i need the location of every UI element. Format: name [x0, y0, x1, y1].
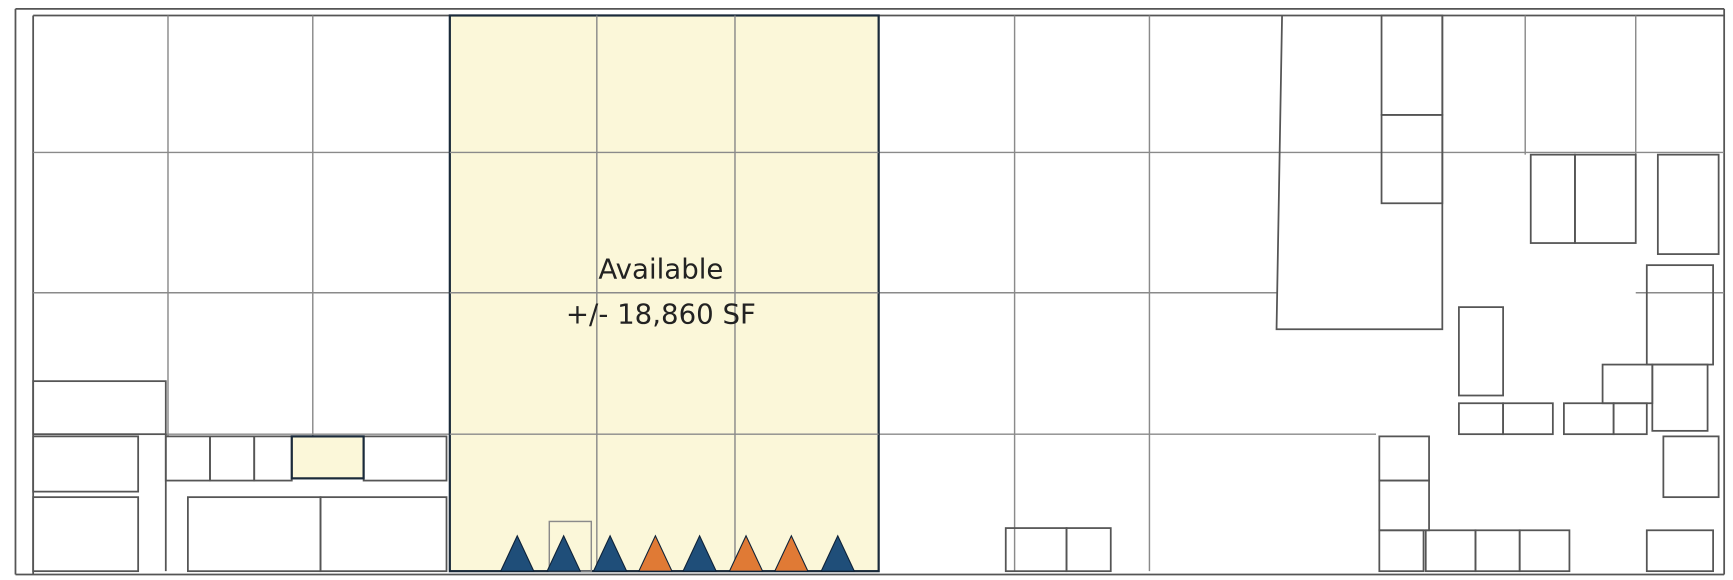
right-offices	[1004, 14, 1720, 573]
dock-door	[499, 534, 535, 572]
dock-door	[592, 534, 628, 572]
drive-in-door	[637, 534, 673, 572]
dock-door	[682, 534, 718, 572]
dock-door	[820, 534, 856, 572]
space-status: Available	[598, 252, 723, 285]
dock-doors	[499, 534, 856, 572]
small-highlight	[290, 435, 365, 480]
drive-in-door	[773, 534, 809, 572]
space-area: +/- 18,860 SF	[566, 298, 756, 331]
drive-in-door	[728, 534, 764, 572]
dock-door	[546, 534, 582, 572]
suite-grid	[449, 15, 879, 572]
